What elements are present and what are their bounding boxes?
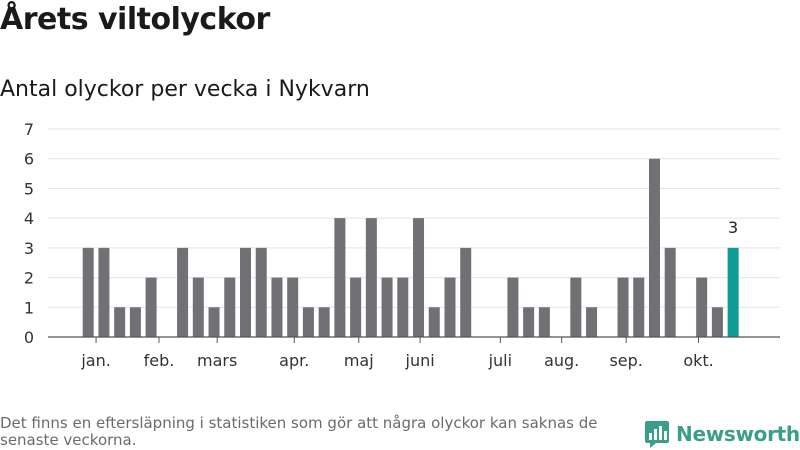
bar [318, 307, 330, 337]
bar [240, 247, 251, 337]
bar [507, 277, 519, 337]
bar [413, 218, 425, 337]
bar [444, 277, 456, 337]
x-tick-label: juni [405, 351, 435, 370]
x-tick-label: mars [197, 351, 237, 370]
bar [381, 277, 393, 337]
bar [711, 307, 723, 337]
newsworthy-logo-icon [645, 421, 669, 448]
bar [334, 218, 346, 337]
brand-logo: Newsworthy [644, 419, 800, 449]
footnote: Det finns en eftersläpning i statistiken… [0, 414, 598, 449]
bar [586, 307, 598, 337]
x-tick-label: apr. [279, 351, 309, 370]
x-tick-label: feb. [144, 351, 175, 370]
bar [570, 277, 582, 337]
bar [397, 277, 409, 337]
x-tick-label: aug. [544, 351, 579, 370]
bar [538, 307, 550, 337]
chart-subtitle: Antal olyckor per vecka i Nykvarn [0, 77, 370, 102]
bar [696, 277, 708, 337]
y-tick-label: 7 [24, 120, 34, 139]
bar [129, 307, 141, 337]
x-tick-label: okt. [683, 351, 713, 370]
bar [648, 158, 660, 337]
bar-chart: 0 1 2 3 4 5 6 7 jan. feb. mars apr. maj juni juli aug. s… [24, 120, 780, 370]
bar [302, 307, 314, 337]
data-label: 3 [728, 218, 738, 237]
bar [664, 247, 676, 337]
bar [617, 277, 629, 337]
bar [208, 307, 220, 337]
bar [145, 277, 157, 337]
bar [114, 307, 126, 337]
brand-name: Newsworthy [676, 422, 800, 446]
x-tick-label: jan. [80, 351, 110, 370]
y-tick-label: 6 [24, 150, 34, 169]
bar [255, 247, 267, 337]
bar [177, 247, 189, 337]
bar [224, 277, 236, 337]
bar [192, 277, 204, 337]
x-tick-label: sep. [609, 351, 642, 370]
y-tick-label: 3 [24, 239, 34, 258]
bar [365, 218, 377, 337]
y-tick-label: 1 [24, 298, 34, 317]
bar [82, 247, 94, 337]
x-tick-label: juli [488, 351, 512, 370]
bar [633, 277, 645, 337]
y-tick-label: 0 [24, 328, 34, 347]
bar-highlight [727, 247, 739, 337]
bar [523, 307, 535, 337]
y-tick-label: 2 [24, 269, 34, 288]
y-tick-label: 4 [24, 209, 34, 228]
x-tick-label: maj [344, 351, 374, 370]
chart-title: Årets viltolyckor [0, 2, 270, 37]
bar [271, 277, 283, 337]
y-tick-label: 5 [24, 179, 34, 198]
bar [287, 277, 299, 337]
bar [428, 307, 440, 337]
bar [350, 277, 362, 337]
bar [460, 247, 472, 337]
bar [98, 247, 110, 337]
